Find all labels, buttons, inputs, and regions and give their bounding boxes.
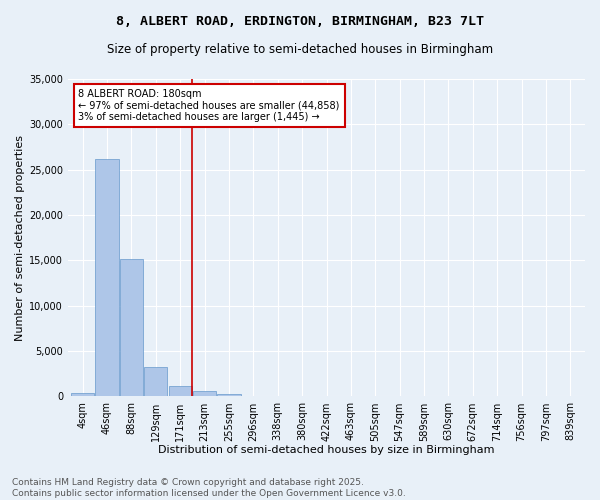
Text: 8, ALBERT ROAD, ERDINGTON, BIRMINGHAM, B23 7LT: 8, ALBERT ROAD, ERDINGTON, BIRMINGHAM, B… bbox=[116, 15, 484, 28]
Bar bbox=[71, 393, 94, 396]
Text: 8 ALBERT ROAD: 180sqm
← 97% of semi-detached houses are smaller (44,858)
3% of s: 8 ALBERT ROAD: 180sqm ← 97% of semi-deta… bbox=[79, 88, 340, 122]
Y-axis label: Number of semi-detached properties: Number of semi-detached properties bbox=[15, 134, 25, 340]
Text: Size of property relative to semi-detached houses in Birmingham: Size of property relative to semi-detach… bbox=[107, 42, 493, 56]
Bar bbox=[120, 258, 143, 396]
Bar bbox=[144, 366, 167, 396]
Text: Contains HM Land Registry data © Crown copyright and database right 2025.
Contai: Contains HM Land Registry data © Crown c… bbox=[12, 478, 406, 498]
Bar bbox=[193, 392, 216, 396]
Bar bbox=[169, 386, 192, 396]
X-axis label: Distribution of semi-detached houses by size in Birmingham: Distribution of semi-detached houses by … bbox=[158, 445, 495, 455]
Bar bbox=[217, 394, 241, 396]
Bar bbox=[95, 159, 119, 396]
